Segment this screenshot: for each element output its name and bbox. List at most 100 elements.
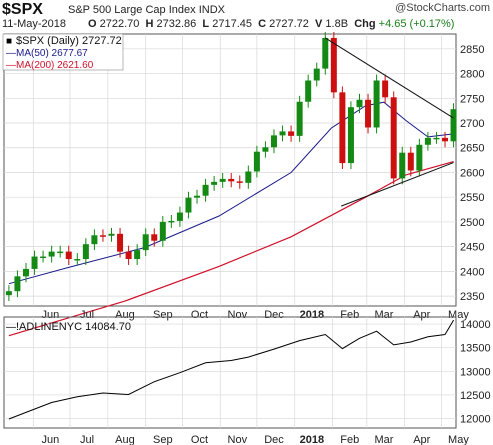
candle-body: [313, 68, 320, 81]
volume-value: 1.8B: [325, 18, 349, 30]
close-value: 2727.72: [269, 18, 309, 30]
y-tick-label: 2450: [460, 242, 484, 254]
y-tick-label: 13000: [460, 366, 491, 378]
main-legend: ■ $SPX (Daily) 2727.72 — MA(50) 2677.67 …: [2, 33, 124, 71]
ma200-line: [8, 161, 454, 337]
candle-body: [424, 137, 431, 145]
candle-body: [5, 291, 12, 296]
candle-body: [416, 144, 423, 171]
candle-body: [211, 181, 218, 185]
candle-body: [151, 234, 158, 241]
candle-body: [219, 178, 226, 182]
candle-body: [305, 80, 312, 102]
trendlines: [325, 37, 454, 207]
candle-body: [31, 256, 38, 269]
y-tick-label: 2500: [460, 217, 484, 229]
candle-body: [125, 251, 132, 260]
candle-body: [262, 147, 269, 152]
adline-panel-frame: [3, 316, 457, 429]
candle-body: [48, 251, 55, 257]
candle-body: [108, 233, 115, 236]
x-tick-label: Jun: [42, 434, 60, 445]
candle-body: [390, 97, 397, 179]
change-label: Chg: [354, 18, 376, 30]
ticker-symbol: $SPX: [2, 1, 43, 18]
x-tick-label: Dec: [264, 434, 284, 445]
candle-body: [442, 137, 449, 142]
y-tick-label: 2800: [460, 69, 484, 81]
x-tick-label: Mar: [374, 434, 393, 445]
y-tick-label: 12500: [460, 390, 491, 402]
candle-body: [99, 235, 106, 237]
candle-body: [279, 131, 286, 136]
y-tick-label: 14000: [460, 319, 491, 331]
candle-body: [91, 235, 98, 245]
x-tick-label: Jul: [80, 434, 94, 445]
volume-label: V: [315, 18, 323, 30]
company-label: S&P 500 Large Cap Index: [68, 4, 196, 16]
chart-header: $SPX S&P 500 Large Cap Index INDX @Stock…: [0, 0, 493, 34]
y-tick-label: 2350: [460, 291, 484, 303]
ma50-series: [8, 101, 454, 285]
candle-body: [339, 92, 346, 164]
stockcharts-watermark: @StockCharts.com: [395, 2, 490, 14]
company-name: S&P 500 Large Cap Index INDX: [68, 4, 225, 16]
x-tick-label: Oct: [191, 434, 208, 445]
candle-body: [65, 251, 72, 260]
y-tick-label: 13500: [460, 343, 491, 355]
candle-body: [134, 250, 141, 260]
x-tick-label: Jul: [80, 309, 94, 321]
y-tick-label: 2700: [460, 118, 484, 130]
main-y-axis: 2350 2400 2450 2500 2550 2600 2650 2700 2750 2800…: [460, 44, 484, 303]
candle-body: [270, 135, 277, 148]
candle-body: [253, 151, 260, 172]
x-tick-label: 2018: [300, 309, 324, 321]
x-tick-label: Nov: [228, 309, 248, 321]
legend-swatch-ma50: —: [6, 48, 16, 59]
x-tick-label: Oct: [191, 309, 208, 321]
legend-box: [2, 33, 124, 71]
y-tick-label: 2400: [460, 266, 484, 278]
y-tick-label: 2850: [460, 44, 484, 56]
price-candles: [5, 32, 457, 302]
adline-x-axis: Jun Jul Aug Sep Oct Nov Dec 2018 Feb Mar Apr May: [42, 434, 470, 445]
legend-swatch-ma200: —: [6, 60, 16, 71]
x-tick-label: Nov: [228, 434, 248, 445]
x-tick-label: Feb: [340, 434, 359, 445]
candle-body: [245, 171, 252, 183]
y-tick-label: 2600: [460, 167, 484, 179]
y-tick-label: 2550: [460, 192, 484, 204]
trendline: [340, 162, 454, 207]
candle-body: [433, 137, 440, 140]
x-tick-label: Sep: [153, 309, 173, 321]
candle-body: [228, 178, 235, 182]
candle-body: [356, 99, 363, 108]
ma50-line: [8, 101, 454, 285]
y-tick-label: 12000: [460, 414, 491, 426]
y-tick-label: 2750: [460, 93, 484, 105]
open-value: 2722.70: [99, 18, 140, 30]
candle-body: [236, 181, 243, 183]
adline-y-axis: 12000 12500 13000 13500 14000: [460, 319, 491, 425]
adline-line: [8, 319, 455, 420]
main-panel-frame: [3, 33, 457, 307]
high-value: 2732.86: [156, 18, 197, 30]
legend-swatch-adline: —: [6, 322, 16, 333]
legend-ma200: MA(200) 2621.60: [16, 60, 94, 71]
candle-body: [322, 37, 329, 69]
candle-body: [74, 259, 81, 261]
candle-body: [296, 101, 303, 136]
x-tick-label: Feb: [340, 309, 359, 321]
main-price-panel: 2350 2400 2450 2500 2550 2600 2650 2700 2750 2800…: [2, 32, 484, 337]
candle-body: [117, 233, 124, 252]
x-tick-label: Apr: [413, 309, 430, 321]
candle-body: [450, 109, 457, 142]
candle-body: [159, 221, 166, 241]
x-tick-label: Sep: [153, 434, 173, 445]
x-tick-label: 2018: [300, 434, 324, 445]
low-value: 2717.45: [212, 18, 252, 30]
low-label: L: [202, 18, 210, 30]
candle-body: [14, 276, 21, 292]
x-tick-label: Jun: [42, 309, 60, 321]
